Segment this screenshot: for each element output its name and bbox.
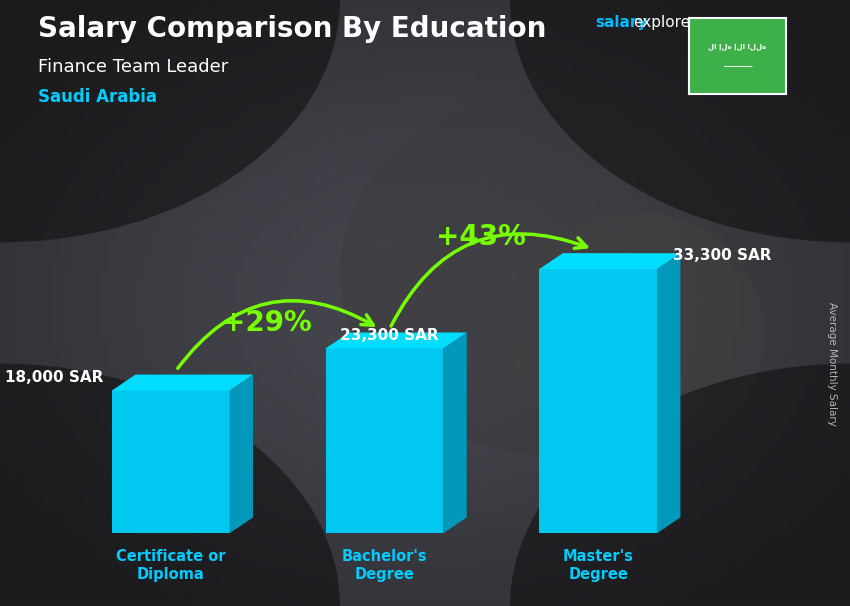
Text: ─────: ───── bbox=[722, 62, 752, 73]
Text: Saudi Arabia: Saudi Arabia bbox=[38, 88, 157, 106]
Ellipse shape bbox=[510, 0, 850, 242]
Bar bbox=[326, 348, 443, 533]
Text: Salary Comparison By Education: Salary Comparison By Education bbox=[38, 15, 547, 43]
Text: Finance Team Leader: Finance Team Leader bbox=[38, 58, 229, 76]
Polygon shape bbox=[443, 333, 467, 533]
Ellipse shape bbox=[0, 0, 340, 242]
Text: 23,300 SAR: 23,300 SAR bbox=[341, 328, 439, 343]
Ellipse shape bbox=[0, 364, 340, 606]
Polygon shape bbox=[326, 333, 467, 348]
Bar bbox=[112, 390, 230, 533]
Polygon shape bbox=[112, 375, 253, 390]
Text: +43%: +43% bbox=[436, 223, 525, 251]
Text: +29%: +29% bbox=[222, 309, 312, 337]
Polygon shape bbox=[230, 375, 253, 533]
Bar bbox=[540, 269, 657, 533]
Text: 33,300 SAR: 33,300 SAR bbox=[673, 248, 772, 264]
Ellipse shape bbox=[510, 364, 850, 606]
Text: salary: salary bbox=[595, 15, 648, 30]
Text: explorer.com: explorer.com bbox=[633, 15, 733, 30]
Polygon shape bbox=[540, 253, 681, 269]
Ellipse shape bbox=[340, 91, 765, 454]
Text: Average Monthly Salary: Average Monthly Salary bbox=[827, 302, 837, 425]
Text: لا إله إلا الله: لا إله إلا الله bbox=[708, 44, 767, 50]
Polygon shape bbox=[657, 253, 681, 533]
Text: 18,000 SAR: 18,000 SAR bbox=[5, 370, 104, 385]
Ellipse shape bbox=[510, 212, 765, 454]
